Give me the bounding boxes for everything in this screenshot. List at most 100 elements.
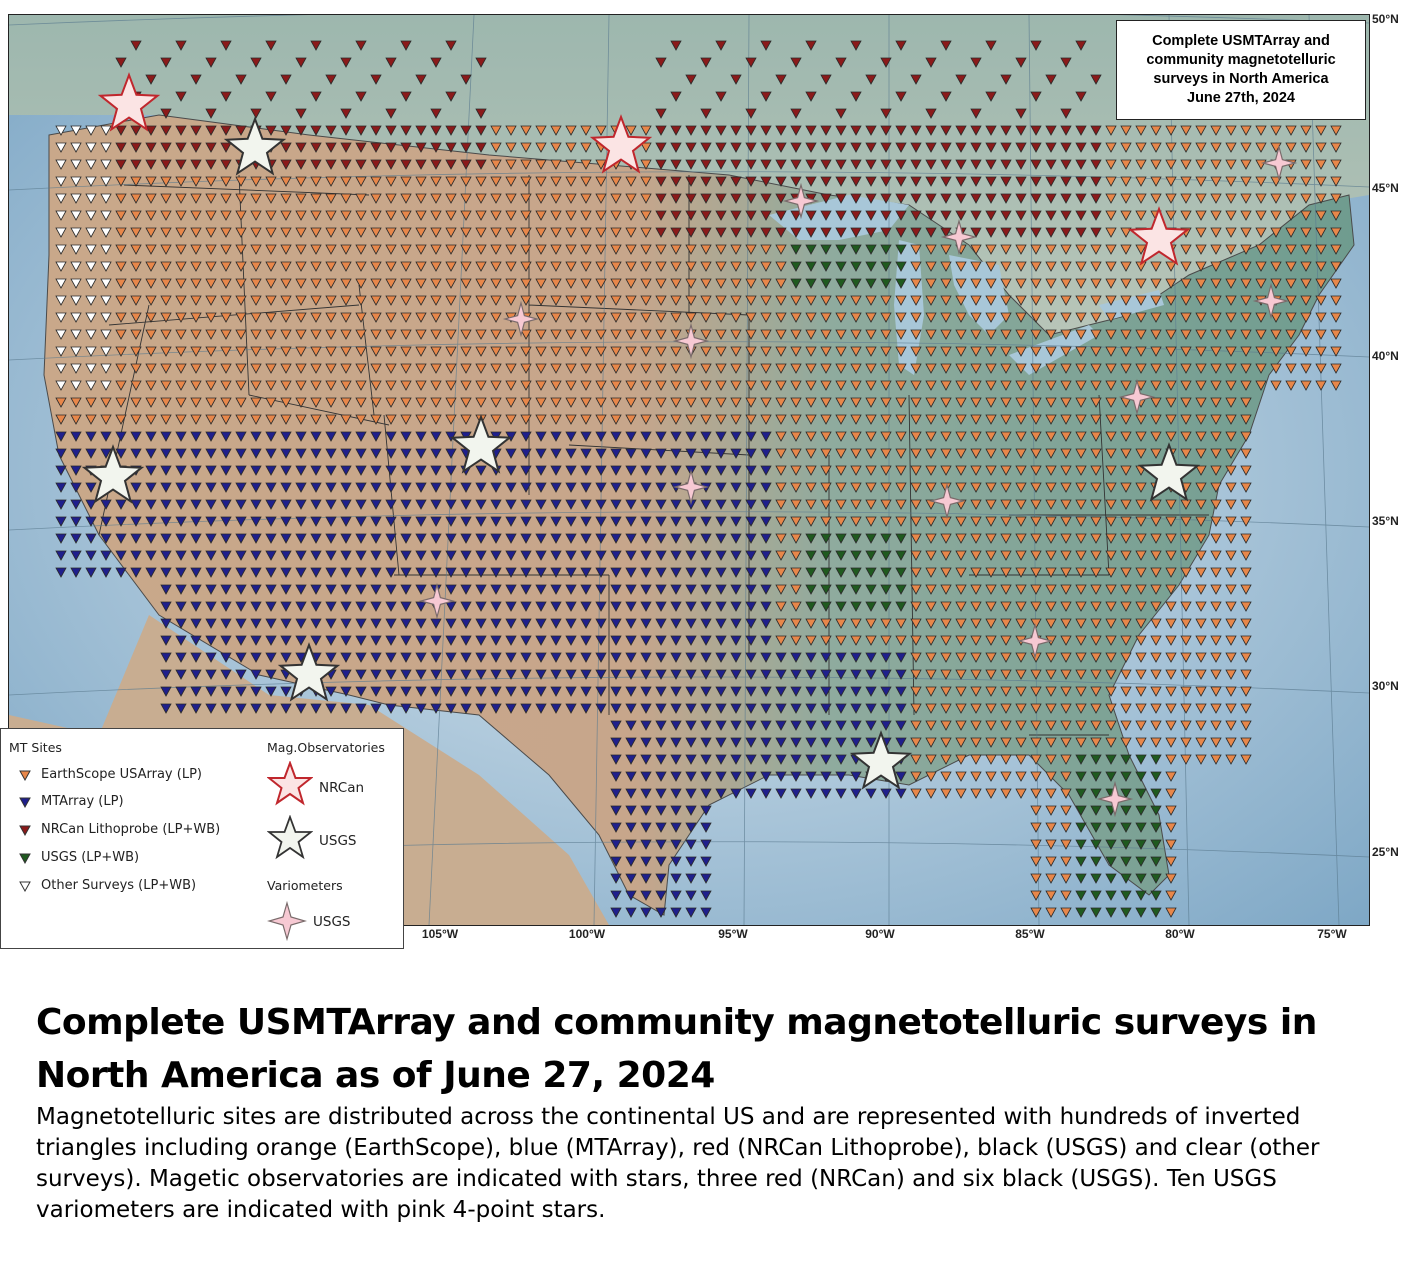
mt-site-marker <box>910 567 922 578</box>
mt-site-marker <box>130 516 142 527</box>
mt-site-marker <box>460 703 472 714</box>
mt-site-marker <box>610 635 622 646</box>
mt-site-marker <box>1300 193 1312 204</box>
mt-site-marker <box>280 74 292 85</box>
mt-site-marker <box>160 431 172 442</box>
mt-site-marker <box>205 516 217 527</box>
mt-site-marker <box>400 295 412 306</box>
mt-site-marker <box>55 363 67 374</box>
mt-site-marker <box>265 176 277 187</box>
mt-site-marker <box>1180 686 1192 697</box>
mt-site-marker <box>70 567 82 578</box>
mt-site-marker <box>895 567 907 578</box>
mt-site-marker <box>610 788 622 799</box>
mt-site-marker <box>685 754 697 765</box>
mt-site-marker <box>220 618 232 629</box>
mt-site-marker <box>430 669 442 680</box>
mt-site-marker <box>760 465 772 476</box>
mt-site-marker <box>640 193 652 204</box>
mt-site-marker <box>985 414 997 425</box>
mt-site-marker <box>670 652 682 663</box>
mt-site-marker <box>1090 618 1102 629</box>
mt-site-marker <box>1210 686 1222 697</box>
mt-site-marker <box>1135 686 1147 697</box>
mt-site-marker <box>850 414 862 425</box>
mt-site-marker <box>1285 125 1297 136</box>
mt-site-marker <box>700 159 712 170</box>
mt-site-marker <box>925 567 937 578</box>
mt-site-marker <box>955 686 967 697</box>
mt-site-marker <box>835 312 847 323</box>
mt-site-marker <box>295 601 307 612</box>
mt-site-marker <box>445 91 457 102</box>
mt-site-marker <box>1255 346 1267 357</box>
mt-site-marker <box>1180 159 1192 170</box>
mt-site-marker <box>670 465 682 476</box>
mt-site-marker <box>175 380 187 391</box>
mt-site-marker <box>520 414 532 425</box>
mt-site-marker <box>835 720 847 731</box>
mt-site-marker <box>895 669 907 680</box>
mt-site-marker <box>325 584 337 595</box>
mt-site-marker <box>85 159 97 170</box>
mt-site-marker <box>790 533 802 544</box>
mt-site-marker <box>145 431 157 442</box>
mt-site-marker <box>610 771 622 782</box>
mt-site-marker <box>1045 771 1057 782</box>
mt-site-marker <box>610 550 622 561</box>
mt-site-marker <box>1285 261 1297 272</box>
mt-site-marker <box>1000 227 1012 238</box>
mt-site-marker <box>1060 856 1072 867</box>
mt-site-marker <box>205 261 217 272</box>
mt-site-marker <box>955 618 967 629</box>
mt-site-marker <box>1165 754 1177 765</box>
mt-site-marker <box>760 193 772 204</box>
mt-site-marker <box>550 227 562 238</box>
mt-site-marker <box>760 414 772 425</box>
mt-site-marker <box>490 703 502 714</box>
mt-site-marker <box>640 125 652 136</box>
mt-site-marker <box>1240 295 1252 306</box>
mt-site-marker <box>250 380 262 391</box>
mt-site-marker <box>790 652 802 663</box>
mt-site-marker <box>385 346 397 357</box>
mt-site-marker <box>250 448 262 459</box>
mt-site-marker <box>955 737 967 748</box>
mt-site-marker <box>880 635 892 646</box>
mt-site-marker <box>475 584 487 595</box>
mt-site-marker <box>775 329 787 340</box>
mt-site-marker <box>520 465 532 476</box>
mt-site-marker <box>415 312 427 323</box>
mt-site-marker <box>745 414 757 425</box>
mt-site-marker <box>985 601 997 612</box>
mt-site-marker <box>220 40 232 51</box>
mt-site-marker <box>610 584 622 595</box>
mt-site-marker <box>1285 380 1297 391</box>
mt-site-marker <box>745 533 757 544</box>
mt-site-marker <box>940 142 952 153</box>
mt-site-marker <box>1285 312 1297 323</box>
mt-site-marker <box>430 533 442 544</box>
mt-site-marker <box>325 193 337 204</box>
mt-site-marker <box>700 618 712 629</box>
mt-site-marker <box>700 312 712 323</box>
mt-site-marker <box>895 635 907 646</box>
mt-site-marker <box>1315 244 1327 255</box>
mt-site-marker <box>835 618 847 629</box>
mt-site-marker <box>205 125 217 136</box>
mt-site-marker <box>1030 533 1042 544</box>
mt-site-marker <box>400 397 412 408</box>
mt-site-marker <box>325 635 337 646</box>
mt-site-marker <box>235 448 247 459</box>
mt-site-marker <box>415 295 427 306</box>
mt-site-marker <box>985 380 997 391</box>
mt-site-marker <box>1090 142 1102 153</box>
mt-site-marker <box>1075 482 1087 493</box>
mt-site-marker <box>790 601 802 612</box>
mt-site-marker <box>625 703 637 714</box>
mt-site-marker <box>265 533 277 544</box>
mt-site-marker <box>250 108 262 119</box>
mt-site-marker <box>715 482 727 493</box>
mt-site-marker <box>610 754 622 765</box>
mt-site-marker <box>895 533 907 544</box>
